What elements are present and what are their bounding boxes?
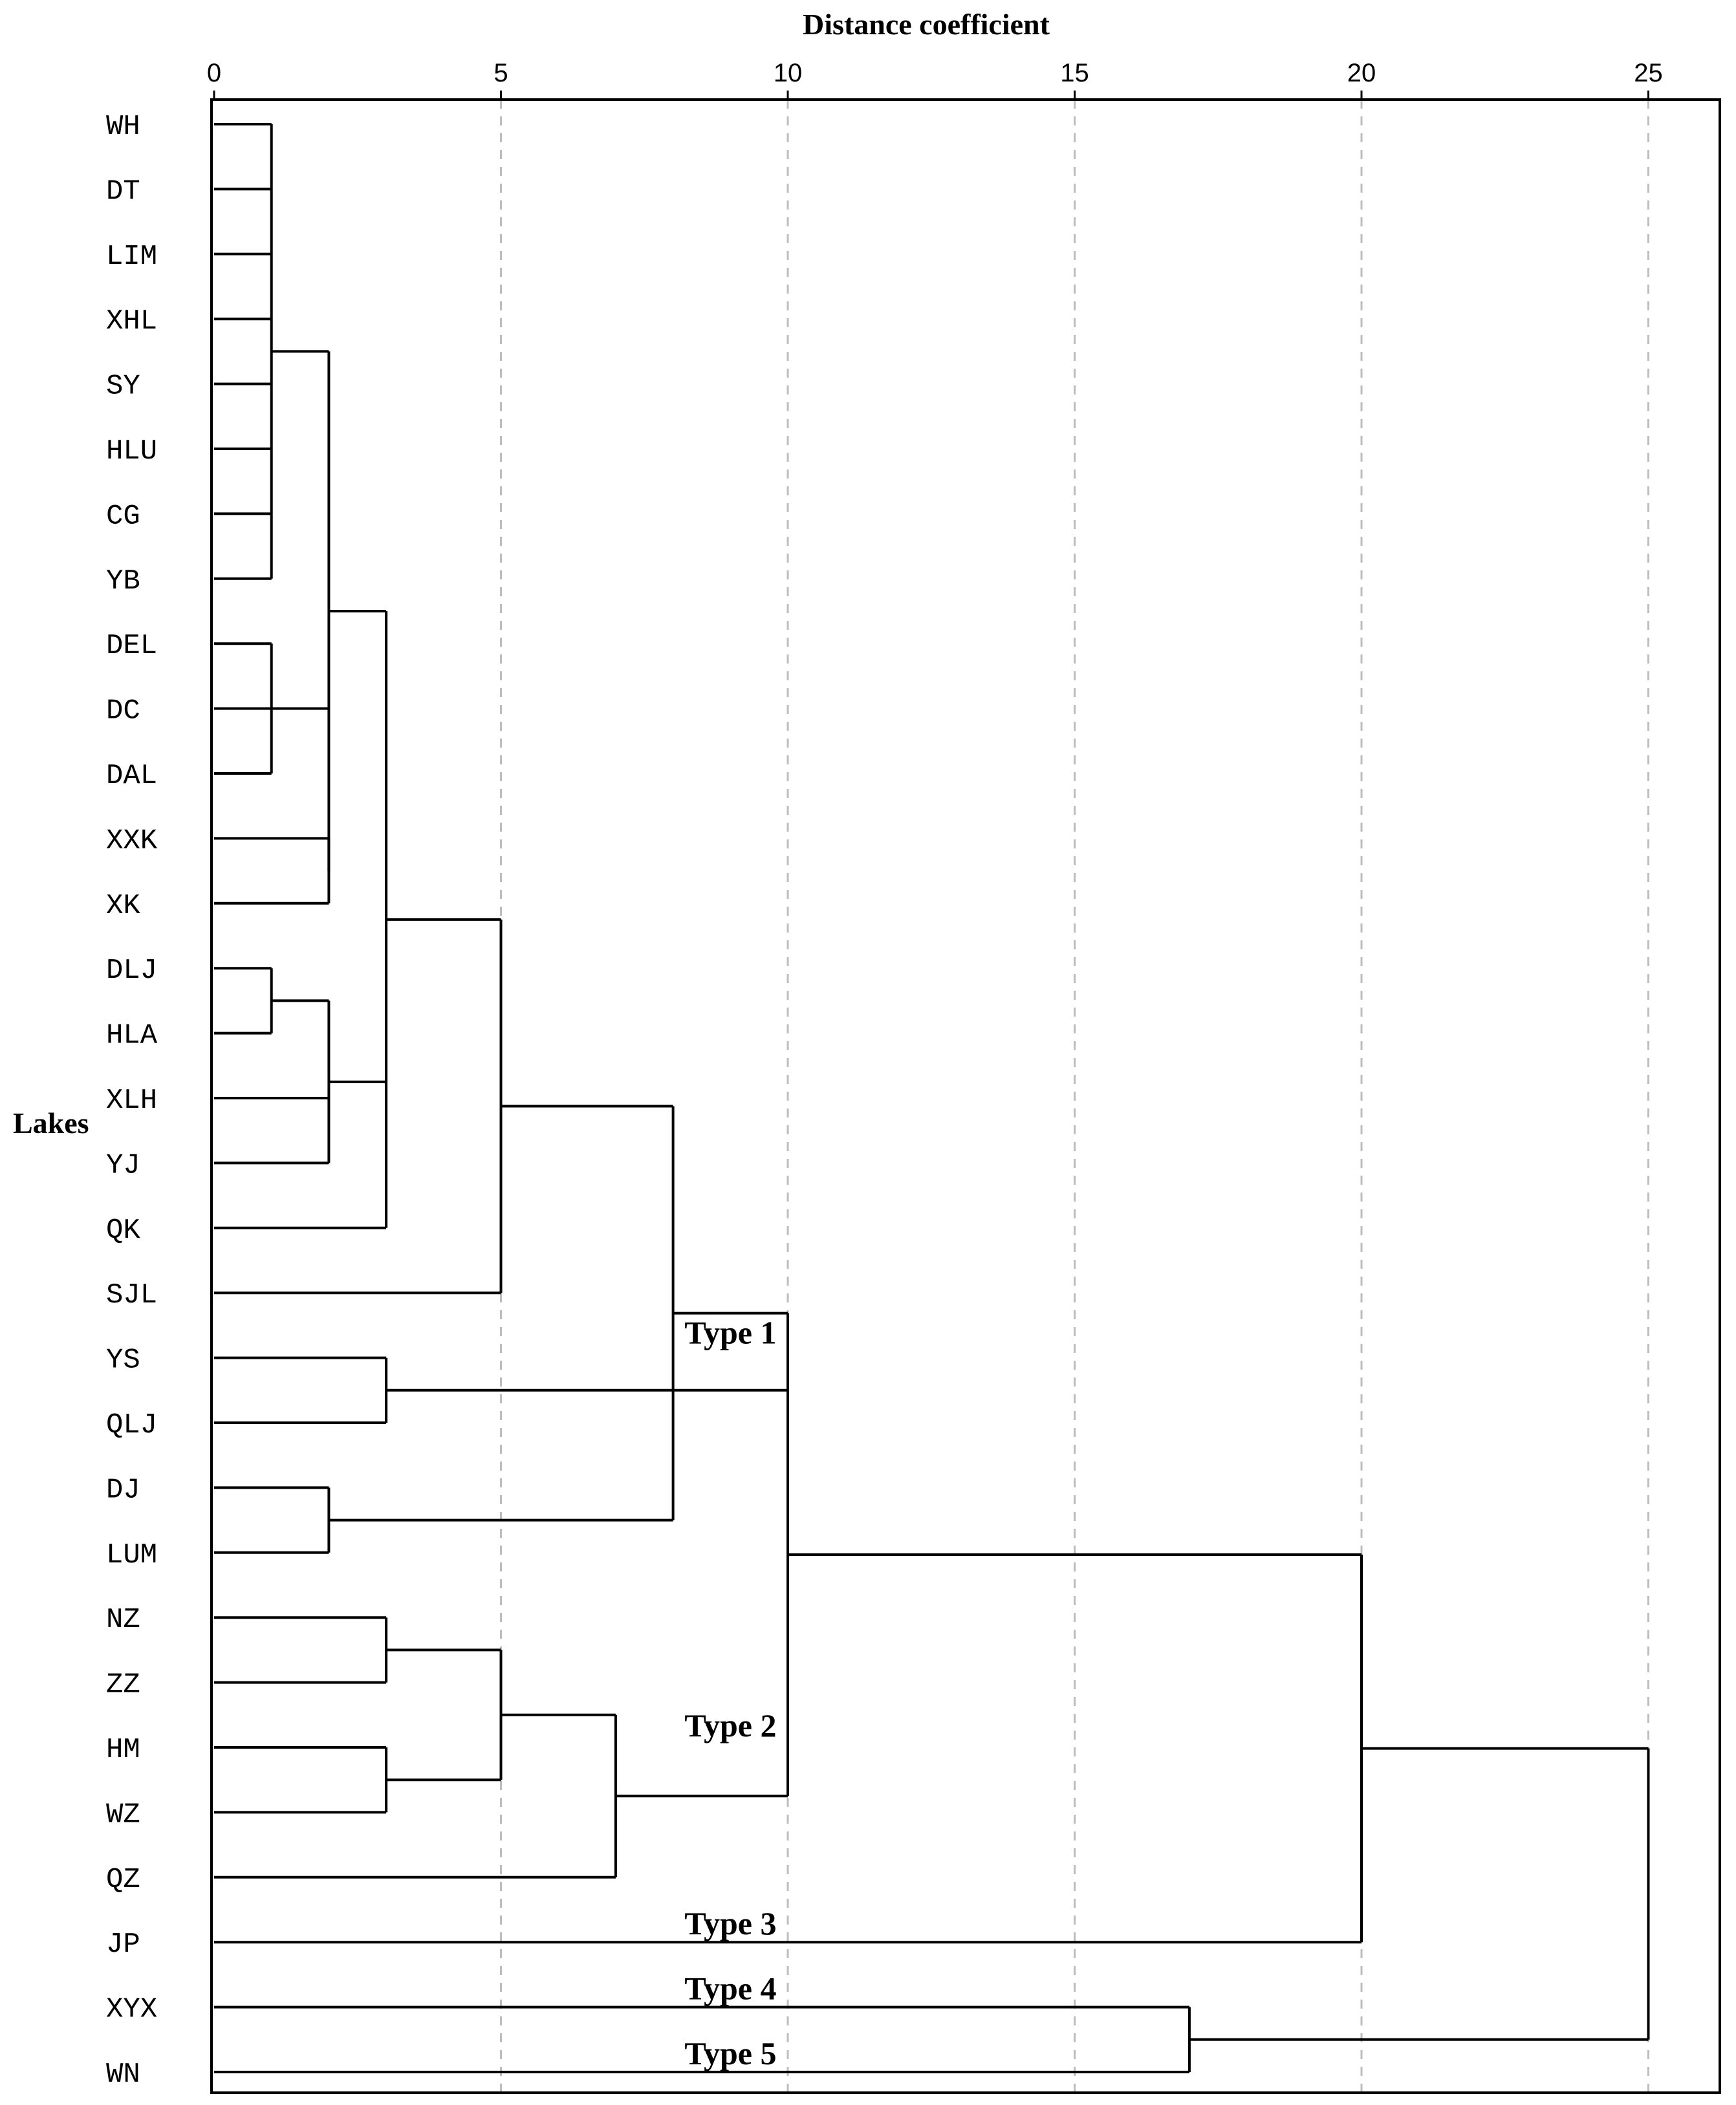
type-label-type-1: Type 1 [684,1314,776,1350]
leaf-label-xxk: XXK [106,825,158,857]
leaf-label-sy: SY [106,371,140,403]
leaf-label-wh: WH [106,111,140,143]
leaf-label-xlh: XLH [106,1085,157,1117]
leaf-label-dal: DAL [106,760,157,792]
grid-lines [500,100,1649,2093]
leaf-label-dt: DT [106,175,140,208]
leaf-label-wn: WN [106,2058,140,2091]
dendrogram-branches [214,123,1650,2073]
leaf-label-yb: YB [106,565,140,598]
leaf-label-dj: DJ [106,1474,140,1506]
leaf-label-ys: YS [106,1344,140,1377]
x-tick-label-15: 15 [1060,59,1089,87]
leaf-labels: WH DT LIM XHL SY HLU CG YB DEL DC DAL XXK XK DLJ HLA XL… [106,111,158,2091]
leaf-label-nz: NZ [106,1604,140,1636]
type-label-type-3: Type 3 [684,1905,776,1941]
type-label-type-2: Type 2 [684,1707,776,1743]
leaf-label-xyx: XYX [106,1994,157,2026]
leaf-label-hla: HLA [106,1020,158,1052]
type-label-type-5: Type 5 [684,2035,776,2071]
x-tick-label-25: 25 [1634,59,1663,87]
leaf-label-hlu: HLU [106,435,157,468]
leaf-label-dlj: DLJ [106,955,157,987]
leaf-label-qk: QK [106,1214,140,1247]
x-axis-title: Distance coefficient [803,8,1050,41]
leaf-label-hm: HM [106,1734,140,1766]
leaf-label-yj: YJ [106,1149,140,1182]
leaf-label-xhl: XHL [106,305,157,338]
leaf-label-sjl: SJL [106,1279,157,1312]
leaf-label-xk: XK [106,890,140,922]
type-label-type-4: Type 4 [684,1970,776,2006]
x-tick-label-10: 10 [774,59,803,87]
leaf-label-wz: WZ [106,1798,140,1831]
leaf-label-dc: DC [106,695,140,728]
leaf-label-jp: JP [106,1928,140,1961]
leaf-label-lim: LIM [106,241,157,273]
leaf-label-qlj: QLJ [106,1409,157,1441]
y-axis-title: Lakes [13,1106,89,1139]
plot-frame [210,98,1721,2094]
leaf-label-cg: CG [106,500,140,532]
type-labels: Type 1 Type 2 Type 3 Type 4 Type 5 [684,1314,776,2071]
leaf-label-qz: QZ [106,1864,140,1896]
x-tick-label-0: 0 [207,59,221,87]
leaf-label-del: DEL [106,630,157,662]
x-tick-label-20: 20 [1347,59,1376,87]
leaf-label-zz: ZZ [106,1669,140,1701]
x-tick-label-5: 5 [494,59,508,87]
leaf-label-lum: LUM [106,1539,157,1571]
x-axis-ticks: 0 5 10 15 20 25 [207,59,1663,100]
